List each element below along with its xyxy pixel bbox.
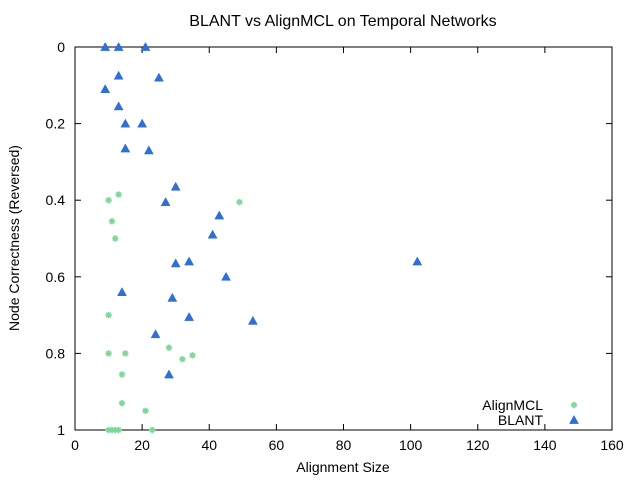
blant-point [100, 84, 111, 93]
legend-label: AlignMCL [482, 397, 543, 413]
x-tick-label: 40 [201, 437, 217, 453]
alignmcl-point [179, 355, 186, 363]
alignmcl-point [108, 218, 116, 225]
x-tick-label: 100 [399, 437, 423, 453]
y-axis-label: Node Correctness (Reversed) [6, 145, 22, 331]
blant-point [412, 256, 423, 266]
x-tick-label: 160 [600, 437, 624, 453]
legend-label: BLANT [498, 412, 544, 428]
alignmcl-point [115, 426, 122, 434]
x-tick-label: 120 [466, 437, 490, 453]
blant-point [150, 329, 161, 339]
blant-point [117, 287, 127, 296]
blant-point [143, 145, 154, 155]
x-axis: 0 20 40 60 80 100 120 140 160 [71, 47, 624, 453]
alignmcl-point [236, 198, 243, 206]
y-tick-label: 0.6 [46, 269, 66, 285]
alignmcl-point [105, 350, 112, 357]
legend-marker [570, 401, 578, 409]
x-tick-label: 20 [134, 437, 150, 453]
blant-point [167, 292, 178, 302]
blant-point [100, 41, 111, 51]
chart-title: BLANT vs AlignMCL on Temporal Networks [189, 13, 496, 30]
alignmcl-point [112, 235, 119, 242]
blant-point [113, 101, 124, 111]
blant-point [164, 369, 174, 379]
blant-point [153, 72, 164, 82]
x-tick-label: 0 [71, 437, 79, 453]
blant-point [214, 210, 225, 220]
alignmcl-point [148, 426, 156, 434]
plot-frame [74, 46, 613, 431]
blant-point [113, 41, 124, 51]
blant-point [170, 181, 181, 191]
blant-point [170, 258, 181, 268]
blant-point [113, 70, 124, 80]
alignmcl-point [165, 344, 173, 351]
alignmcl-point [105, 197, 112, 204]
y-tick-label: 1 [57, 422, 65, 438]
alignmcl-point [122, 350, 129, 357]
blant-point [221, 271, 231, 281]
y-tick-label: 0.2 [46, 116, 66, 132]
alignmcl-point [142, 407, 149, 415]
blant-point [184, 312, 195, 321]
blant-point [137, 118, 148, 128]
blant-point [120, 118, 131, 128]
blant-point [247, 315, 258, 325]
alignmcl-point [105, 311, 112, 319]
blant-point [140, 41, 151, 51]
legend-marker [569, 414, 579, 424]
x-tick-label: 140 [533, 437, 557, 453]
plot-border [74, 46, 613, 431]
blant-point [160, 197, 171, 206]
y-tick-label: 0.8 [46, 345, 66, 361]
blant-point [120, 143, 131, 153]
blant-point [207, 229, 218, 239]
alignmcl-point [189, 352, 196, 359]
alignmcl-point [118, 399, 126, 407]
alignmcl-point [118, 371, 126, 378]
x-tick-label: 60 [269, 437, 285, 453]
blant-point [184, 256, 195, 266]
y-tick-label: 0.4 [46, 192, 66, 208]
x-axis-label: Alignment Size [296, 459, 390, 475]
x-tick-label: 80 [336, 437, 352, 453]
data-points [100, 41, 423, 434]
y-tick-label: 0 [57, 39, 65, 55]
alignmcl-point [115, 191, 122, 198]
y-axis: 0 0.2 0.4 0.6 0.8 1 [46, 39, 612, 438]
